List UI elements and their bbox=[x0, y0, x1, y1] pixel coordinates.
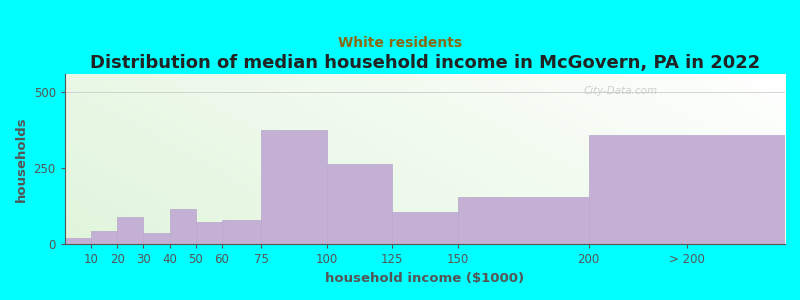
Bar bbox=[143, 233, 170, 244]
Bar bbox=[589, 135, 785, 244]
Bar bbox=[262, 130, 326, 244]
Bar bbox=[65, 238, 91, 244]
Bar bbox=[170, 209, 196, 244]
Bar bbox=[392, 212, 458, 244]
Text: City-Data.com: City-Data.com bbox=[583, 85, 658, 95]
Bar bbox=[196, 221, 222, 244]
Bar bbox=[91, 231, 118, 244]
Text: White residents: White residents bbox=[338, 36, 462, 50]
Bar bbox=[118, 217, 143, 244]
Bar bbox=[458, 197, 589, 244]
Y-axis label: households: households bbox=[15, 116, 28, 202]
Bar bbox=[326, 164, 392, 244]
Bar bbox=[222, 220, 262, 244]
Title: Distribution of median household income in McGovern, PA in 2022: Distribution of median household income … bbox=[90, 54, 760, 72]
X-axis label: household income ($1000): household income ($1000) bbox=[326, 272, 525, 285]
